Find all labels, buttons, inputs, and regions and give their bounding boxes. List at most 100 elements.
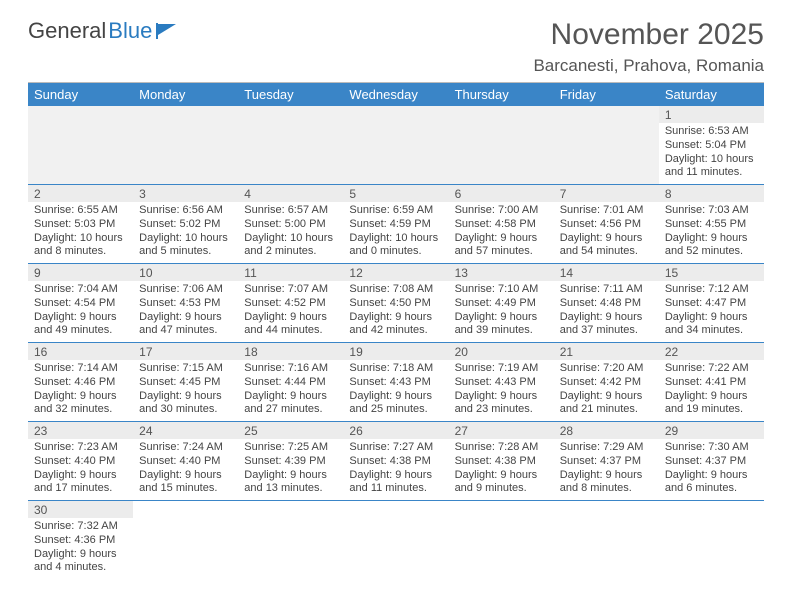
sunset-text: Sunset: 5:00 PM (244, 218, 337, 232)
day-number: 14 (554, 264, 659, 281)
day-details: Sunrise: 7:28 AMSunset: 4:38 PMDaylight:… (449, 439, 554, 500)
daylight-text-2: and 42 minutes. (349, 324, 442, 338)
month-title: November 2025 (533, 18, 764, 52)
day-cell: 19Sunrise: 7:18 AMSunset: 4:43 PMDayligh… (343, 343, 448, 422)
day-details: Sunrise: 6:57 AMSunset: 5:00 PMDaylight:… (238, 202, 343, 263)
location: Barcanesti, Prahova, Romania (533, 56, 764, 76)
daylight-text-1: Daylight: 9 hours (665, 232, 758, 246)
brand-part1: General (28, 18, 106, 44)
day-details: Sunrise: 6:56 AMSunset: 5:02 PMDaylight:… (133, 202, 238, 263)
sunrise-text: Sunrise: 7:20 AM (560, 362, 653, 376)
sunset-text: Sunset: 4:45 PM (139, 376, 232, 390)
calendar-row: 9Sunrise: 7:04 AMSunset: 4:54 PMDaylight… (28, 264, 764, 343)
daylight-text-2: and 39 minutes. (455, 324, 548, 338)
day-number: 1 (659, 106, 764, 123)
flag-icon (156, 21, 178, 44)
day-number: 27 (449, 422, 554, 439)
empty-cell (343, 501, 448, 580)
col-sunday: Sunday (28, 83, 133, 106)
daylight-text-1: Daylight: 9 hours (560, 311, 653, 325)
day-cell: 6Sunrise: 7:00 AMSunset: 4:58 PMDaylight… (449, 185, 554, 264)
day-cell: 25Sunrise: 7:25 AMSunset: 4:39 PMDayligh… (238, 422, 343, 501)
day-cell: 20Sunrise: 7:19 AMSunset: 4:43 PMDayligh… (449, 343, 554, 422)
day-cell: 30Sunrise: 7:32 AMSunset: 4:36 PMDayligh… (28, 501, 133, 580)
sunrise-text: Sunrise: 7:12 AM (665, 283, 758, 297)
daylight-text-2: and 52 minutes. (665, 245, 758, 259)
day-cell: 3Sunrise: 6:56 AMSunset: 5:02 PMDaylight… (133, 185, 238, 264)
daylight-text-2: and 6 minutes. (665, 482, 758, 496)
sunrise-text: Sunrise: 7:22 AM (665, 362, 758, 376)
day-number: 24 (133, 422, 238, 439)
day-cell: 8Sunrise: 7:03 AMSunset: 4:55 PMDaylight… (659, 185, 764, 264)
sunset-text: Sunset: 5:03 PM (34, 218, 127, 232)
sunrise-text: Sunrise: 7:18 AM (349, 362, 442, 376)
sunrise-text: Sunrise: 6:56 AM (139, 204, 232, 218)
sunset-text: Sunset: 4:36 PM (34, 534, 127, 548)
daylight-text-1: Daylight: 10 hours (139, 232, 232, 246)
col-saturday: Saturday (659, 83, 764, 106)
sunset-text: Sunset: 4:54 PM (34, 297, 127, 311)
calendar-row: 2 Sunrise: 6:55 AMSunset: 5:03 PM Daylight… (28, 185, 764, 264)
day-details: Sunrise: 7:08 AMSunset: 4:50 PMDaylight:… (343, 281, 448, 342)
daylight-text-2: and 17 minutes. (34, 482, 127, 496)
day-details: Sunrise: 6:59 AMSunset: 4:59 PMDaylight:… (343, 202, 448, 263)
sunrise-text: Sunrise: 6:55 AM (34, 204, 127, 218)
day-cell: 26Sunrise: 7:27 AMSunset: 4:38 PMDayligh… (343, 422, 448, 501)
daylight-text-2: and 13 minutes. (244, 482, 337, 496)
daylight-text-1: Daylight: 9 hours (665, 469, 758, 483)
sunrise-text: Sunrise: 7:08 AM (349, 283, 442, 297)
daylight-text-1: Daylight: 9 hours (455, 390, 548, 404)
day-cell: 22Sunrise: 7:22 AMSunset: 4:41 PMDayligh… (659, 343, 764, 422)
sunrise-text: Sunrise: 6:59 AM (349, 204, 442, 218)
daylight-text-1: Daylight: 9 hours (244, 311, 337, 325)
empty-cell (659, 501, 764, 580)
day-number: 6 (449, 185, 554, 202)
daylight-text-2: and 57 minutes. (455, 245, 548, 259)
day-number: 2 (28, 185, 133, 202)
day-number: 5 (343, 185, 448, 202)
sunset-text: Sunset: 4:55 PM (665, 218, 758, 232)
empty-cell (133, 106, 238, 185)
day-number: 20 (449, 343, 554, 360)
daylight-text-1: Daylight: 9 hours (455, 469, 548, 483)
day-number: 10 (133, 264, 238, 281)
daylight-text-2: and 32 minutes. (34, 403, 127, 417)
day-details: Sunrise: 7:27 AMSunset: 4:38 PMDaylight:… (343, 439, 448, 500)
empty-cell (449, 501, 554, 580)
day-details: Sunrise: 7:01 AMSunset: 4:56 PMDaylight:… (554, 202, 659, 263)
sunset-text: Sunset: 4:53 PM (139, 297, 232, 311)
sunrise-text: Sunrise: 7:04 AM (34, 283, 127, 297)
daylight-text-1: Daylight: 9 hours (349, 311, 442, 325)
day-details: Sunrise: 7:15 AMSunset: 4:45 PMDaylight:… (133, 360, 238, 421)
daylight-text-2: and 47 minutes. (139, 324, 232, 338)
sunset-text: Sunset: 4:37 PM (665, 455, 758, 469)
brand-part2: Blue (108, 18, 152, 44)
day-number: 16 (28, 343, 133, 360)
sunset-text: Sunset: 4:40 PM (34, 455, 127, 469)
empty-cell (238, 501, 343, 580)
day-cell: 13Sunrise: 7:10 AMSunset: 4:49 PMDayligh… (449, 264, 554, 343)
sunrise-text: Sunrise: 7:29 AM (560, 441, 653, 455)
daylight-text-2: and 21 minutes. (560, 403, 653, 417)
day-cell: 5Sunrise: 6:59 AMSunset: 4:59 PMDaylight… (343, 185, 448, 264)
day-details: Sunrise: 7:16 AMSunset: 4:44 PMDaylight:… (238, 360, 343, 421)
sunset-text: Sunset: 4:49 PM (455, 297, 548, 311)
sunset-text: Sunset: 4:39 PM (244, 455, 337, 469)
daylight-text-1: Daylight: 10 hours (244, 232, 337, 246)
sunrise-text: Sunrise: 7:24 AM (139, 441, 232, 455)
top-bar: GeneralBlue November 2025 Barcanesti, Pr… (28, 18, 764, 76)
day-number: 17 (133, 343, 238, 360)
sunset-text: Sunset: 4:48 PM (560, 297, 653, 311)
sunrise-text: Sunrise: 6:57 AM (244, 204, 337, 218)
day-details: Sunrise: 7:10 AMSunset: 4:49 PMDaylight:… (449, 281, 554, 342)
daylight-text-2: and 15 minutes. (139, 482, 232, 496)
day-details: Sunrise: 7:18 AMSunset: 4:43 PMDaylight:… (343, 360, 448, 421)
sunset-text: Sunset: 4:38 PM (455, 455, 548, 469)
day-cell: 17Sunrise: 7:15 AMSunset: 4:45 PMDayligh… (133, 343, 238, 422)
day-cell: 15Sunrise: 7:12 AMSunset: 4:47 PMDayligh… (659, 264, 764, 343)
daylight-text-1: Daylight: 9 hours (139, 469, 232, 483)
col-tuesday: Tuesday (238, 83, 343, 106)
calendar-row: 1Sunrise: 6:53 AMSunset: 5:04 PMDaylight… (28, 106, 764, 185)
day-details: Sunrise: 7:03 AMSunset: 4:55 PMDaylight:… (659, 202, 764, 263)
sunset-text: Sunset: 4:42 PM (560, 376, 653, 390)
